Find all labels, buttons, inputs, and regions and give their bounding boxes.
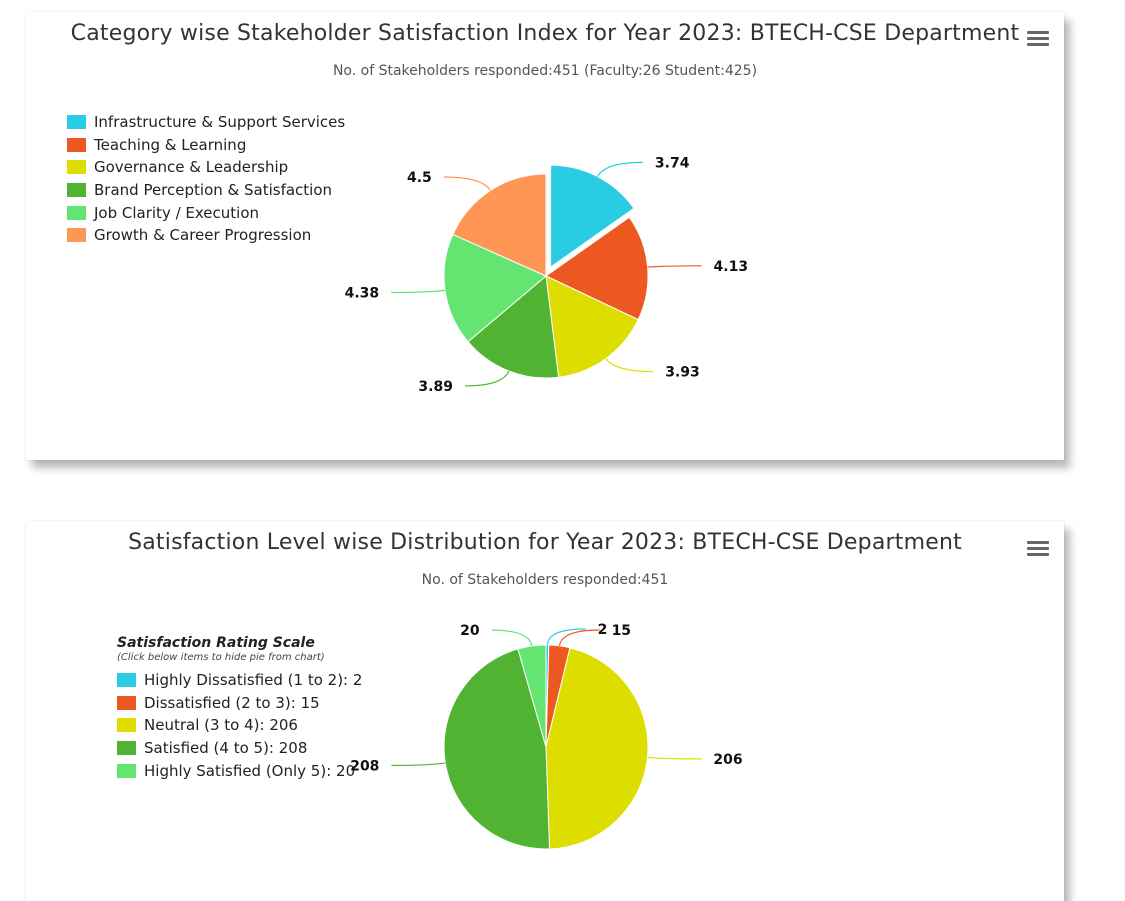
legend-swatch <box>117 741 136 756</box>
chart-title: Category wise Stakeholder Satisfaction I… <box>70 21 1020 46</box>
legend-note: (Click below items to hide pie from char… <box>117 652 325 663</box>
data-label: 3.89 <box>418 379 453 395</box>
legend-label: Governance & Leadership <box>94 158 289 177</box>
legend-swatch <box>117 673 136 688</box>
legend-label: Highly Dissatisfied (1 to 2): 2 <box>144 671 363 690</box>
chart-menu-icon[interactable] <box>1027 539 1049 557</box>
chart-menu-icon[interactable] <box>1027 29 1049 47</box>
data-label-connector <box>558 629 600 647</box>
legend-item-teaching-learning[interactable]: Teaching & Learning <box>67 134 345 157</box>
legend-swatch <box>117 695 136 710</box>
legend-item-neutral-3-to-4-206[interactable]: Neutral (3 to 4): 206 <box>117 714 362 737</box>
pie-slice-infrastructure-support-services[interactable] <box>550 164 635 269</box>
legend-item-brand-perception-satisfaction[interactable]: Brand Perception & Satisfaction <box>67 179 345 202</box>
legend-label: Highly Satisfied (Only 5): 20 <box>144 761 356 780</box>
legend-label: Job Clarity / Execution <box>94 203 260 222</box>
data-label-connector <box>605 358 654 373</box>
data-label-connector <box>597 161 643 177</box>
legend-swatch <box>67 205 86 220</box>
legend-item-infrastructure-support-services[interactable]: Infrastructure & Support Services <box>67 111 345 134</box>
data-label: 4.38 <box>345 285 380 301</box>
data-label-connector <box>464 370 510 387</box>
legend-title: Satisfaction Rating Scale <box>117 635 315 651</box>
legend-item-governance-leadership[interactable]: Governance & Leadership <box>67 156 345 179</box>
legend-item-highly-satisfied-only-5-20[interactable]: Highly Satisfied (Only 5): 20 <box>117 759 362 782</box>
data-label-connector <box>647 756 702 760</box>
pie-chart: 3.74 4.13 3.93 3.89 4.38 4.5 <box>345 155 749 395</box>
chart-subtitle: No. of Stakeholders responded:451 (Facul… <box>332 63 758 79</box>
pie-slice-brand-perception-satisfaction[interactable] <box>467 275 560 379</box>
data-label-connector <box>491 629 533 647</box>
data-label: 208 <box>350 758 379 774</box>
pie-chart: 2 15 206 208 20 <box>350 622 743 850</box>
legend-label: Infrastructure & Support Services <box>94 113 346 132</box>
legend-item-satisfied-4-to-5-208[interactable]: Satisfied (4 to 5): 208 <box>117 737 362 760</box>
legend-item-job-clarity-execution[interactable]: Job Clarity / Execution <box>67 201 345 224</box>
legend-label: Teaching & Learning <box>94 135 247 154</box>
legend-swatch <box>117 763 136 778</box>
chart-title: Satisfaction Level wise Distribution for… <box>128 530 962 555</box>
pie-slice-governance-leadership[interactable] <box>545 275 639 378</box>
legend-swatch <box>67 228 86 243</box>
pie-slice-teaching-learning[interactable] <box>545 216 649 321</box>
category-chart-card: Category wise Stakeholder Satisfaction I… <box>26 12 1064 460</box>
data-label: 15 <box>612 623 631 639</box>
legend-swatch <box>67 115 86 130</box>
legend-swatch <box>67 183 86 198</box>
data-label: 4.13 <box>714 259 749 275</box>
legend-label: Neutral (3 to 4): 206 <box>144 716 298 735</box>
pie-slice-highly-satisfied-only-5-20[interactable] <box>517 644 547 748</box>
pie-slice-neutral-3-to-4-206[interactable] <box>545 647 649 850</box>
data-label: 2 <box>598 622 608 638</box>
data-label: 3.74 <box>655 155 690 171</box>
pie-slice-satisfied-4-to-5-208[interactable] <box>443 648 551 850</box>
legend-label: Dissatisfied (2 to 3): 15 <box>144 693 320 712</box>
chart-subtitle: No. of Stakeholders responded:451 <box>421 572 669 588</box>
data-label-connector <box>443 176 491 191</box>
data-label: 206 <box>713 752 742 768</box>
legend-swatch <box>67 137 86 152</box>
chart-legend: Infrastructure & Support Services Teachin… <box>67 111 345 247</box>
legend-swatch <box>117 718 136 733</box>
data-label-connector <box>391 289 446 294</box>
chart-legend: Satisfaction Rating Scale (Click below i… <box>117 635 362 782</box>
legend-label: Brand Perception & Satisfaction <box>94 181 333 200</box>
legend-item-growth-career-progression[interactable]: Growth & Career Progression <box>67 224 345 247</box>
data-label: 3.93 <box>665 365 700 381</box>
data-label: 20 <box>460 623 480 639</box>
legend-swatch <box>67 160 86 175</box>
legend-item-highly-dissatisfied-1-to-2-2[interactable]: Highly Dissatisfied (1 to 2): 2 <box>117 669 362 692</box>
legend-label: Growth & Career Progression <box>94 226 312 245</box>
data-label-connector <box>391 762 446 767</box>
data-label-connector <box>647 265 702 268</box>
data-label-connector <box>546 628 586 646</box>
distribution-chart-card: Satisfaction Level wise Distribution for… <box>26 521 1064 901</box>
legend-item-dissatisfied-2-to-3-15[interactable]: Dissatisfied (2 to 3): 15 <box>117 692 362 715</box>
legend-label: Satisfied (4 to 5): 208 <box>144 739 308 758</box>
data-label: 4.5 <box>407 170 432 186</box>
